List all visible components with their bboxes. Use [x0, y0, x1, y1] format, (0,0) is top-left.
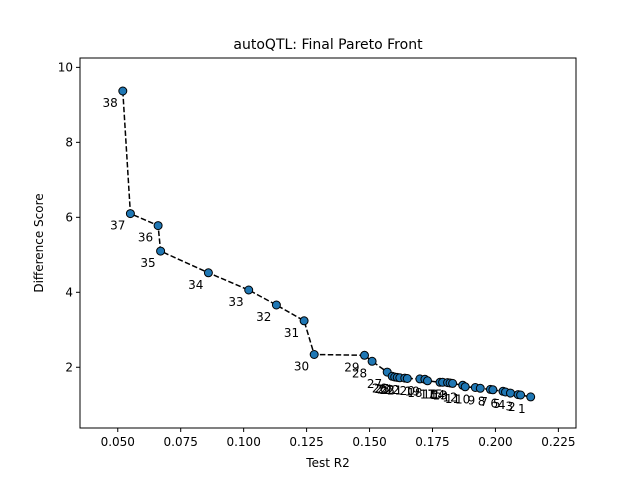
point-label: 35 [140, 256, 155, 270]
data-point [506, 388, 515, 398]
x-tick-label: 0.075 [164, 435, 198, 449]
point-label: 22 [385, 383, 400, 397]
point-label: 6 [490, 396, 498, 410]
point-label: 32 [256, 310, 271, 324]
point-label: 1 [518, 402, 526, 416]
y-tick-label: 10 [58, 60, 73, 74]
point-label: 25 [374, 382, 389, 396]
point-label: 28 [352, 366, 367, 380]
point-label: 3 [505, 400, 513, 414]
point-label: 16 [422, 387, 437, 401]
point-label: 36 [138, 231, 153, 245]
axis-ticks: 0.050 0.075 0.100 0.125 0.150 0.175 0.200 0.225… [58, 60, 576, 449]
point-label: 30 [294, 360, 309, 374]
data-point [271, 300, 281, 310]
data-point [526, 392, 536, 402]
point-label: 29 [344, 360, 359, 374]
point-label: 37 [110, 219, 125, 233]
data-point [402, 374, 412, 383]
point-label: 8 [478, 394, 486, 408]
point-label: 26 [372, 381, 387, 395]
point-label: 13 [432, 388, 447, 402]
x-tick-label: 0.125 [289, 435, 323, 449]
data-point [299, 316, 309, 326]
data-point [367, 356, 377, 366]
data-point [309, 350, 319, 359]
x-tick-label: 0.050 [101, 435, 135, 449]
x-tick-label: 0.200 [478, 435, 512, 449]
data-point [460, 382, 470, 392]
point-label: 20 [400, 384, 415, 398]
data-point [475, 383, 485, 393]
point-label: 33 [228, 295, 243, 309]
point-label: 19 [405, 384, 420, 398]
data-point [118, 86, 128, 96]
y-tick-label: 8 [65, 135, 73, 149]
plot-frame [79, 57, 577, 429]
point-label: 15 [427, 388, 442, 402]
point-label: 14 [430, 388, 445, 402]
point-label: 31 [284, 326, 299, 340]
data-point [125, 209, 135, 219]
point-label: 9 [468, 393, 476, 407]
data-point [488, 385, 498, 395]
x-tick-label: 0.225 [541, 435, 575, 449]
point-label: 23 [380, 383, 395, 397]
point-label: 5 [493, 397, 501, 411]
y-tick-label: 4 [65, 285, 73, 299]
point-label: 4 [498, 398, 506, 412]
point-label: 10 [455, 393, 470, 407]
data-point [360, 350, 369, 360]
data-point [448, 378, 458, 388]
point-label: 34 [188, 278, 203, 292]
series-layer [118, 86, 536, 402]
x-tick-label: 0.150 [352, 435, 386, 449]
y-axis-title: Difference Score [32, 193, 46, 292]
y-tick-label: 2 [65, 360, 73, 374]
x-tick-label: 0.100 [226, 435, 260, 449]
y-tick-label: 6 [65, 210, 73, 224]
data-point [156, 246, 166, 256]
point-label: 24 [377, 382, 392, 396]
point-label: 17 [420, 387, 435, 401]
data-point [244, 285, 254, 295]
point-label: 27 [367, 377, 382, 391]
point-label: 18 [407, 386, 422, 400]
point-label: 7 [480, 395, 488, 409]
data-point [153, 221, 163, 231]
point-label: 2 [508, 400, 516, 414]
data-point [516, 390, 526, 400]
pareto-line [122, 90, 531, 398]
point-label: 11 [445, 392, 460, 406]
data-point [203, 268, 213, 278]
point-label: 21 [387, 384, 402, 398]
data-point [423, 376, 432, 386]
point-label: 38 [103, 96, 118, 110]
x-tick-label: 0.175 [415, 435, 449, 449]
x-axis-title: Test R2 [305, 456, 349, 470]
point-label: 12 [442, 390, 457, 404]
chart-title: autoQTL: Final Pareto Front [233, 37, 423, 53]
